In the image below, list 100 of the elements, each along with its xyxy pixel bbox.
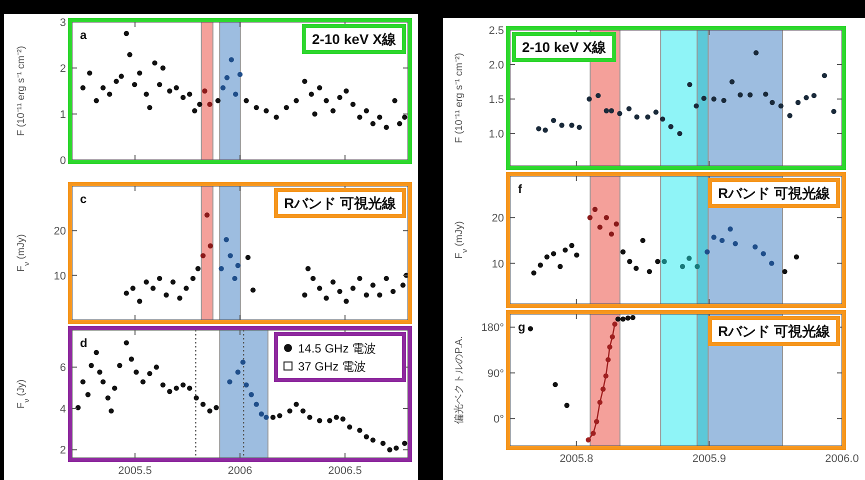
point bbox=[180, 94, 186, 100]
x-tick-label: 2005.9 bbox=[692, 453, 726, 465]
point bbox=[228, 253, 233, 258]
x-tick-label: 2006.0 bbox=[825, 453, 859, 465]
point bbox=[248, 392, 254, 398]
point bbox=[721, 98, 726, 104]
point bbox=[763, 92, 768, 97]
point bbox=[215, 98, 221, 104]
point bbox=[370, 437, 376, 443]
y-tick-label: 20 bbox=[492, 212, 504, 225]
point bbox=[604, 215, 610, 220]
point bbox=[608, 231, 614, 237]
point bbox=[114, 78, 119, 84]
point bbox=[187, 386, 192, 391]
point bbox=[284, 104, 290, 110]
y-tick-label: 2 bbox=[60, 444, 66, 457]
point bbox=[327, 418, 332, 424]
point bbox=[600, 386, 606, 392]
text: 2-10 keV X線 bbox=[522, 39, 608, 55]
point bbox=[732, 241, 738, 246]
y-tick-label: 20 bbox=[54, 226, 66, 238]
point bbox=[576, 124, 582, 130]
point bbox=[224, 75, 230, 80]
point bbox=[316, 418, 322, 424]
point bbox=[174, 386, 179, 391]
point bbox=[218, 266, 224, 272]
y-tick-label: 1.0 bbox=[488, 128, 504, 141]
point bbox=[137, 70, 142, 76]
point bbox=[164, 292, 169, 298]
point bbox=[150, 286, 156, 291]
point bbox=[528, 326, 534, 332]
point bbox=[804, 95, 809, 100]
point bbox=[357, 428, 362, 433]
point bbox=[152, 60, 158, 66]
point bbox=[127, 52, 132, 58]
point bbox=[294, 402, 299, 407]
point bbox=[542, 128, 548, 133]
point bbox=[156, 276, 162, 282]
point bbox=[302, 292, 308, 298]
point bbox=[594, 419, 600, 424]
point bbox=[324, 296, 329, 301]
point bbox=[377, 292, 382, 298]
point bbox=[144, 92, 149, 97]
point bbox=[536, 126, 542, 132]
point bbox=[668, 124, 674, 130]
point bbox=[347, 424, 352, 430]
point bbox=[653, 110, 659, 115]
y-tick-label: 90° bbox=[487, 368, 504, 380]
y-tick-label: 10 bbox=[492, 258, 504, 270]
point bbox=[140, 379, 146, 384]
point bbox=[562, 247, 568, 253]
point bbox=[310, 276, 316, 282]
point bbox=[112, 386, 118, 391]
annotation: d bbox=[80, 336, 88, 350]
point bbox=[232, 276, 238, 282]
annotation: g bbox=[518, 320, 526, 334]
point bbox=[544, 254, 550, 260]
point bbox=[156, 82, 162, 88]
point bbox=[312, 111, 318, 117]
point bbox=[250, 287, 256, 293]
point bbox=[227, 379, 232, 384]
point bbox=[569, 242, 574, 248]
point bbox=[174, 85, 179, 90]
point bbox=[270, 414, 276, 420]
point bbox=[350, 286, 356, 291]
point bbox=[307, 414, 312, 420]
point bbox=[364, 108, 370, 114]
point bbox=[615, 316, 621, 322]
point bbox=[207, 408, 212, 414]
point bbox=[597, 224, 603, 230]
point bbox=[124, 30, 129, 36]
point bbox=[316, 85, 322, 90]
point bbox=[300, 408, 306, 414]
text: Rバンド 可視光線 bbox=[718, 323, 831, 339]
point bbox=[194, 395, 199, 401]
x-tick-label: 2005.8 bbox=[560, 453, 594, 465]
point bbox=[302, 78, 308, 84]
point bbox=[94, 98, 99, 104]
point bbox=[606, 357, 611, 362]
point bbox=[200, 253, 206, 258]
point bbox=[680, 264, 686, 270]
point bbox=[100, 379, 106, 384]
point bbox=[235, 262, 240, 268]
point bbox=[287, 408, 292, 414]
point bbox=[88, 362, 94, 368]
y-axis-title: 偏光ベクトルのP.A. bbox=[453, 336, 465, 424]
point bbox=[769, 260, 774, 266]
point bbox=[795, 100, 801, 106]
point bbox=[245, 254, 251, 260]
point bbox=[184, 286, 189, 291]
point bbox=[147, 104, 152, 110]
point bbox=[350, 102, 356, 107]
point bbox=[370, 121, 376, 126]
point bbox=[387, 447, 392, 452]
point bbox=[634, 114, 640, 120]
point bbox=[197, 102, 202, 107]
x-tick-label: 2006 bbox=[228, 465, 252, 477]
point bbox=[100, 85, 106, 90]
point bbox=[550, 251, 556, 256]
point bbox=[337, 94, 342, 100]
